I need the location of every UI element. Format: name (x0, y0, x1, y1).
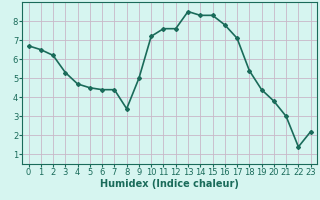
X-axis label: Humidex (Indice chaleur): Humidex (Indice chaleur) (100, 179, 239, 189)
